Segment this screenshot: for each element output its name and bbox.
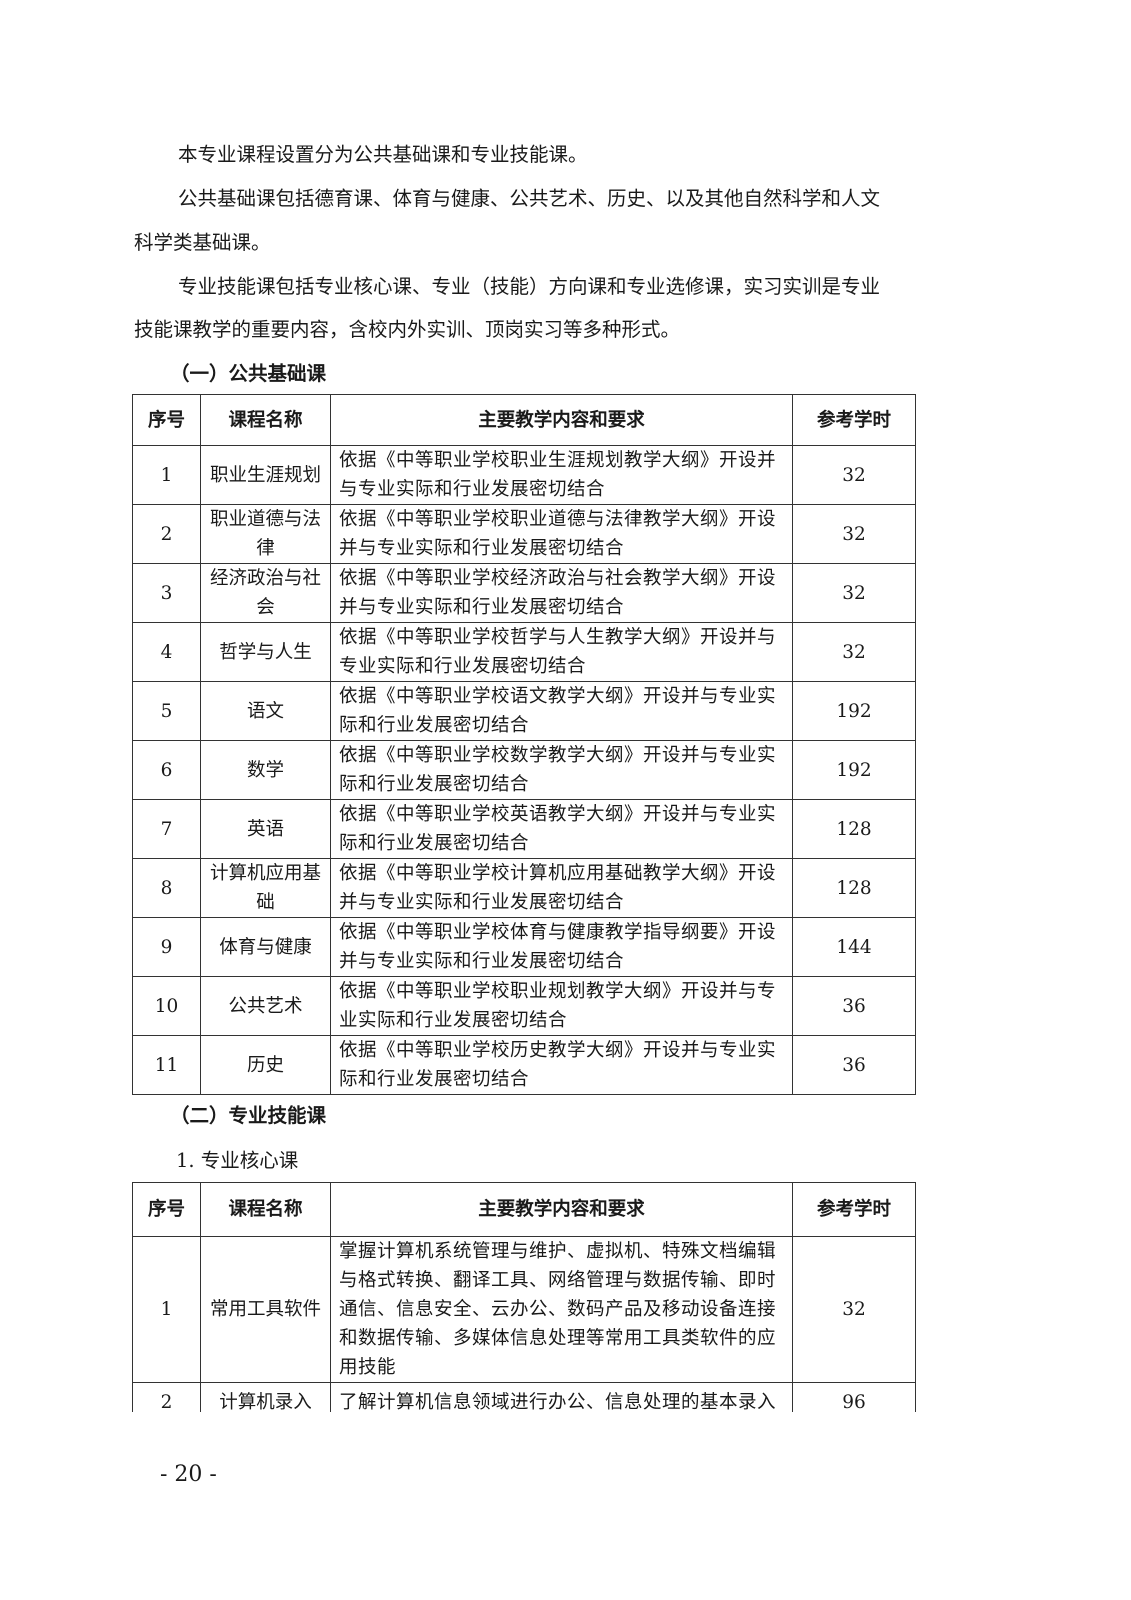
section-heading: （二）专业技能课 [170, 1104, 327, 1127]
table-row: 11 历史 依据《中等职业学校历史教学大纲》开设并与专业实际和行业发展密切结合 36 [132, 1035, 916, 1095]
table-row: 9 体育与健康 依据《中等职业学校体育与健康教学指导纲要》开设并与专业实际和行业发展… [132, 917, 916, 977]
course-content: 依据《中等职业学校语文教学大纲》开设并与专业实际和行业发展密切结合 [330, 681, 793, 741]
row-number: 2 [132, 504, 201, 564]
table-row: 2 职业道德与法律 依据《中等职业学校职业道德与法律教学大纲》开设并与专业实际和行业… [132, 504, 916, 564]
reference-hours: 32 [792, 563, 916, 623]
course-name: 职业道德与法律 [200, 504, 331, 564]
course-name: 英语 [200, 799, 331, 859]
course-content: 了解计算机信息领域进行办公、信息处理的基本录入 [330, 1382, 793, 1412]
course-name: 历史 [200, 1035, 331, 1095]
row-number: 2 [132, 1382, 201, 1412]
course-content: 依据《中等职业学校职业规划教学大纲》开设并与专业实际和行业发展密切结合 [330, 976, 793, 1036]
header-cell: 课程名称 [200, 1182, 331, 1237]
course-content: 依据《中等职业学校哲学与人生教学大纲》开设并与专业实际和行业发展密切结合 [330, 622, 793, 682]
row-number: 10 [132, 976, 201, 1036]
course-content: 依据《中等职业学校经济政治与社会教学大纲》开设并与专业实际和行业发展密切结合 [330, 563, 793, 623]
row-number: 1 [132, 1236, 201, 1383]
reference-hours: 32 [792, 445, 916, 505]
course-content: 依据《中等职业学校职业道德与法律教学大纲》开设并与专业实际和行业发展密切结合 [330, 504, 793, 564]
paragraph: 公共基础课包括德育课、体育与健康、公共艺术、历史、以及其他自然科学和人文 [178, 187, 881, 210]
row-number: 8 [132, 858, 201, 918]
core-courses-table: 序号 课程名称 主要教学内容和要求 参考学时 1 常用工具软件 掌握计算机系统管理与… [132, 1182, 916, 1412]
table-row: 4 哲学与人生 依据《中等职业学校哲学与人生教学大纲》开设并与专业实际和行业发展密切… [132, 622, 916, 682]
row-number: 4 [132, 622, 201, 682]
course-content: 依据《中等职业学校数学教学大纲》开设并与专业实际和行业发展密切结合 [330, 740, 793, 800]
paragraph: 本专业课程设置分为公共基础课和专业技能课。 [178, 143, 588, 166]
header-cell: 序号 [132, 394, 201, 446]
course-name: 常用工具软件 [200, 1236, 331, 1383]
reference-hours: 32 [792, 622, 916, 682]
course-content: 依据《中等职业学校职业生涯规划教学大纲》开设并与专业实际和行业发展密切结合 [330, 445, 793, 505]
header-cell: 参考学时 [792, 1182, 916, 1237]
reference-hours: 192 [792, 681, 916, 741]
reference-hours: 36 [792, 976, 916, 1036]
header-cell: 主要教学内容和要求 [330, 1182, 793, 1237]
table-row: 1 职业生涯规划 依据《中等职业学校职业生涯规划教学大纲》开设并与专业实际和行业发展… [132, 445, 916, 505]
reference-hours: 36 [792, 1035, 916, 1095]
row-number: 3 [132, 563, 201, 623]
course-name: 数学 [200, 740, 331, 800]
header-cell: 序号 [132, 1182, 201, 1237]
course-content: 依据《中等职业学校体育与健康教学指导纲要》开设并与专业实际和行业发展密切结合 [330, 917, 793, 977]
table-row: 5 语文 依据《中等职业学校语文教学大纲》开设并与专业实际和行业发展密切结合 192 [132, 681, 916, 741]
reference-hours: 32 [792, 1236, 916, 1383]
table-row: 1 常用工具软件 掌握计算机系统管理与维护、虚拟机、特殊文档编辑与格式转换、翻译工具… [132, 1236, 916, 1383]
table-row: 3 经济政治与社会 依据《中等职业学校经济政治与社会教学大纲》开设并与专业实际和行业… [132, 563, 916, 623]
reference-hours: 128 [792, 858, 916, 918]
course-name: 公共艺术 [200, 976, 331, 1036]
course-name: 语文 [200, 681, 331, 741]
row-number: 1 [132, 445, 201, 505]
row-number: 11 [132, 1035, 201, 1095]
table-row: 6 数学 依据《中等职业学校数学教学大纲》开设并与专业实际和行业发展密切结合 192 [132, 740, 916, 800]
course-name: 计算机录入 [200, 1382, 331, 1412]
reference-hours: 192 [792, 740, 916, 800]
course-name: 体育与健康 [200, 917, 331, 977]
section-heading: （一）公共基础课 [170, 362, 327, 385]
paragraph: 科学类基础课。 [134, 231, 271, 254]
paragraph: 技能课教学的重要内容，含校内外实训、顶岗实习等多种形式。 [134, 318, 681, 341]
subsection-heading: 1. 专业核心课 [176, 1149, 299, 1172]
course-content: 掌握计算机系统管理与维护、虚拟机、特殊文档编辑与格式转换、翻译工具、网络管理与数… [330, 1236, 793, 1383]
table-row: 2 计算机录入 了解计算机信息领域进行办公、信息处理的基本录入 96 [132, 1382, 916, 1412]
reference-hours: 96 [792, 1382, 916, 1412]
row-number: 5 [132, 681, 201, 741]
course-content: 依据《中等职业学校英语教学大纲》开设并与专业实际和行业发展密切结合 [330, 799, 793, 859]
reference-hours: 144 [792, 917, 916, 977]
table-row: 7 英语 依据《中等职业学校英语教学大纲》开设并与专业实际和行业发展密切结合 128 [132, 799, 916, 859]
table-row: 10 公共艺术 依据《中等职业学校职业规划教学大纲》开设并与专业实际和行业发展密切结… [132, 976, 916, 1036]
page-number: - 20 - [160, 1462, 217, 1487]
reference-hours: 32 [792, 504, 916, 564]
table-header-row: 序号 课程名称 主要教学内容和要求 参考学时 [132, 1182, 916, 1237]
paragraph: 专业技能课包括专业核心课、专业（技能）方向课和专业选修课，实习实训是专业 [178, 275, 881, 298]
course-name: 职业生涯规划 [200, 445, 331, 505]
public-courses-table: 序号 课程名称 主要教学内容和要求 参考学时 1 职业生涯规划 依据《中等职业学校职… [132, 394, 916, 1095]
header-cell: 课程名称 [200, 394, 331, 446]
table-row: 8 计算机应用基础 依据《中等职业学校计算机应用基础教学大纲》开设并与专业实际和行业… [132, 858, 916, 918]
course-name: 经济政治与社会 [200, 563, 331, 623]
course-name: 哲学与人生 [200, 622, 331, 682]
course-content: 依据《中等职业学校历史教学大纲》开设并与专业实际和行业发展密切结合 [330, 1035, 793, 1095]
